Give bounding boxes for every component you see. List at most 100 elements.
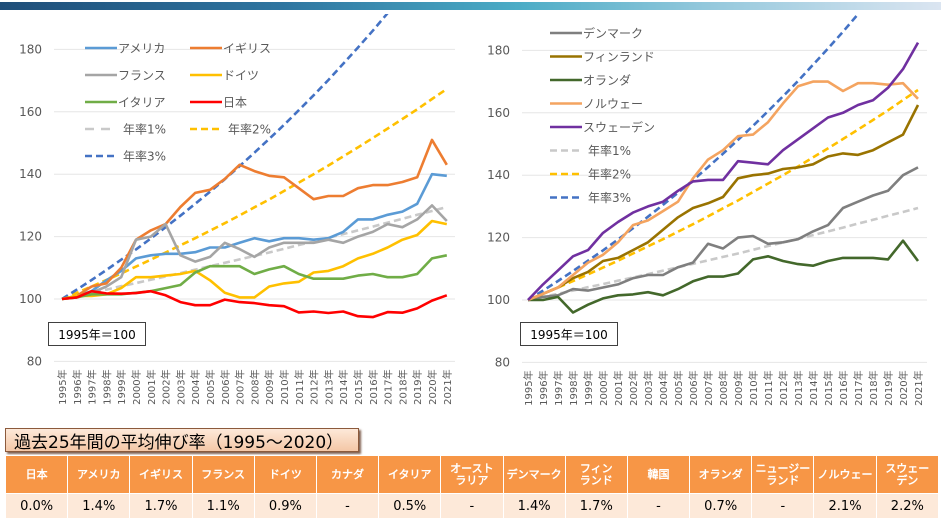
series-line-rate-1 bbox=[61, 205, 448, 301]
x-tick-label: 1995年 bbox=[522, 370, 535, 405]
table-value-cell: - bbox=[440, 493, 504, 519]
x-tick-label: 2016年 bbox=[837, 370, 850, 405]
y-tick-label: 100 bbox=[19, 292, 42, 306]
table-value-cell: 0.5% bbox=[378, 493, 442, 519]
x-tick-label: 1997年 bbox=[86, 369, 99, 404]
x-tick-label: 2008年 bbox=[248, 369, 261, 404]
x-tick-label: 2004年 bbox=[189, 369, 202, 404]
legend-label: アメリカ bbox=[118, 42, 165, 56]
table-header-cell: フランス bbox=[191, 455, 255, 494]
series-line-オランダ bbox=[528, 239, 920, 314]
table-header-cell: ニュージー ランド bbox=[751, 455, 815, 494]
legend-item-rate-2: 年率2% bbox=[190, 122, 271, 137]
legend-label: イタリア bbox=[118, 96, 166, 110]
x-tick-label: 2002年 bbox=[160, 369, 173, 404]
legend-item-rate-2: 年率2% bbox=[550, 167, 631, 182]
series-line-rate-2 bbox=[527, 88, 919, 302]
series-line-ノルウェー bbox=[527, 80, 919, 302]
legend-label: 年率1% bbox=[123, 122, 166, 137]
legend-item-アメリカ: アメリカ bbox=[85, 42, 165, 56]
table-header-cell: オランダ bbox=[689, 455, 753, 494]
series-line-フィンランド bbox=[527, 104, 920, 302]
legend-item-オランダ: オランダ bbox=[550, 73, 631, 88]
x-tick-label: 2017年 bbox=[382, 369, 395, 404]
series-line-日本 bbox=[61, 289, 448, 319]
legend-item-デンマーク: デンマーク bbox=[550, 26, 643, 41]
x-tick-label: 1996年 bbox=[537, 370, 550, 405]
legend-item-フィンランド: フィンランド bbox=[550, 50, 655, 64]
x-tick-label: 2021年 bbox=[912, 370, 925, 405]
legend-item-イタリア: イタリア bbox=[85, 96, 166, 110]
x-tick-label: 2001年 bbox=[145, 369, 158, 404]
x-tick-label: 2001年 bbox=[612, 370, 625, 405]
table-header-cell: デンマーク bbox=[502, 455, 566, 494]
x-tick-label: 2003年 bbox=[174, 369, 187, 404]
x-tick-label: 2016年 bbox=[367, 369, 380, 404]
legend-item-イギリス: イギリス bbox=[190, 42, 271, 56]
x-tick-label: 2018年 bbox=[867, 370, 880, 405]
x-tick-label: 2004年 bbox=[657, 370, 670, 405]
legend-label: 年率3% bbox=[123, 149, 166, 164]
legend-label: 年率3% bbox=[588, 190, 631, 205]
legend-label: 年率2% bbox=[588, 167, 631, 182]
series-line-rate-3 bbox=[527, 14, 860, 302]
x-tick-label: 2009年 bbox=[732, 370, 745, 405]
x-tick-label: 1999年 bbox=[115, 369, 128, 404]
table-value-cell: 1.1% bbox=[191, 493, 255, 519]
table-header-cell: イタリア bbox=[378, 455, 442, 494]
legend-item-rate-1: 年率1% bbox=[550, 143, 631, 158]
x-tick-label: 1995年 bbox=[56, 369, 69, 404]
x-tick-label: 2007年 bbox=[702, 370, 715, 405]
x-tick-label: 2021年 bbox=[441, 369, 454, 404]
legend-label: スウェーデン bbox=[583, 120, 655, 135]
table-value-cell: 1.7% bbox=[564, 493, 628, 519]
x-tick-label: 2000年 bbox=[597, 370, 610, 405]
table-header-cell: ドイツ bbox=[253, 455, 317, 494]
x-tick-label: 2003年 bbox=[642, 370, 655, 405]
base-year-note-right: 1995年＝100 bbox=[520, 322, 618, 346]
x-tick-label: 2005年 bbox=[204, 369, 217, 404]
table-value-cell: - bbox=[626, 493, 691, 519]
table-value-cell: 2.1% bbox=[813, 493, 877, 519]
x-tick-label: 2012年 bbox=[308, 369, 321, 404]
x-tick-label: 2015年 bbox=[352, 369, 365, 404]
y-tick-label: 160 bbox=[487, 106, 510, 120]
table-value-cell: 0.0% bbox=[4, 493, 69, 519]
y-tick-label: 120 bbox=[487, 231, 510, 245]
table-value-cell: 2.2% bbox=[875, 493, 940, 519]
legend-label: 年率1% bbox=[588, 143, 631, 158]
series-line-デンマーク bbox=[527, 166, 919, 302]
table-title: 過去25年間の平均伸び率（1995〜2020） bbox=[5, 428, 359, 453]
x-tick-label: 2010年 bbox=[747, 370, 760, 405]
x-tick-label: 2014年 bbox=[337, 369, 350, 404]
table-header-cell: スウェー デン bbox=[875, 455, 940, 494]
y-tick-label: 180 bbox=[19, 42, 42, 56]
x-tick-label: 2011年 bbox=[762, 370, 775, 405]
table-header-cell: アメリカ bbox=[67, 455, 131, 494]
series-line-rate-2 bbox=[61, 87, 448, 301]
x-tick-label: 2019年 bbox=[882, 370, 895, 405]
legend-item-日本: 日本 bbox=[190, 96, 247, 110]
legend-label: 日本 bbox=[223, 96, 247, 110]
legend-item-rate-1: 年率1% bbox=[85, 122, 166, 137]
x-tick-label: 2012年 bbox=[777, 370, 790, 405]
table-value-cell: 1.4% bbox=[502, 493, 566, 519]
y-tick-label: 80 bbox=[27, 354, 42, 368]
y-tick-label: 120 bbox=[19, 230, 42, 244]
legend-item-ノルウェー: ノルウェー bbox=[550, 97, 643, 111]
y-tick-label: 140 bbox=[19, 167, 42, 181]
legend-label: イギリス bbox=[223, 42, 271, 56]
table-header-cell: 韓国 bbox=[626, 455, 691, 494]
legend-label: ドイツ bbox=[223, 69, 259, 83]
x-tick-label: 2020年 bbox=[897, 370, 910, 405]
table-value-cell: 0.9% bbox=[253, 493, 317, 519]
x-tick-label: 2007年 bbox=[234, 369, 247, 404]
x-tick-label: 1998年 bbox=[100, 369, 113, 404]
header-gradient-bar bbox=[0, 2, 941, 10]
series-line-フランス bbox=[61, 204, 448, 301]
y-tick-label: 140 bbox=[487, 168, 510, 182]
table-value-cell: 0.7% bbox=[689, 493, 753, 519]
table-header-row: 日本 アメリカ イギリス フランス ドイツ カナダ イタリア オースト ラリア デンマーク フィンラ… bbox=[4, 455, 940, 494]
